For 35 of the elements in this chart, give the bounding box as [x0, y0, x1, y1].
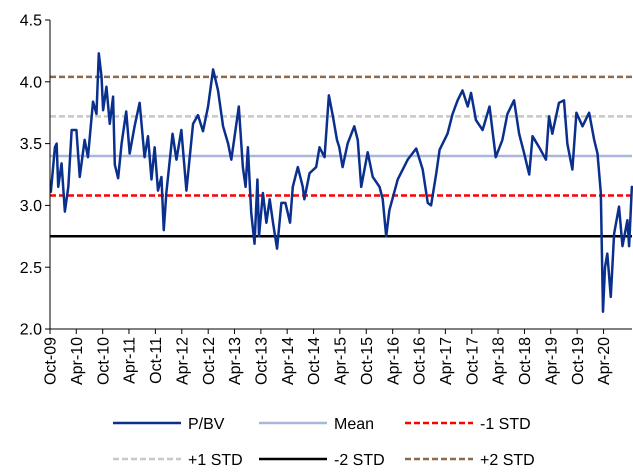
- y-tick-label: 3.0: [20, 198, 42, 215]
- x-tick-label: Apr-15: [332, 336, 350, 386]
- x-tick-label: Oct-15: [358, 336, 376, 386]
- legend-label: Mean: [334, 416, 374, 433]
- legend-label: -2 STD: [334, 452, 385, 469]
- legend-label: +2 STD: [480, 452, 535, 469]
- x-tick-label: Apr-13: [227, 336, 244, 386]
- x-tick-label: Oct-13: [253, 336, 270, 386]
- x-tick-label: Apr-17: [438, 336, 455, 386]
- x-tick-label: Oct-16: [412, 336, 429, 386]
- x-tick-label: Oct-17: [464, 336, 482, 386]
- x-tick-label: Apr-14: [280, 336, 297, 386]
- y-tick-label: 3.5: [20, 136, 42, 154]
- legend-label: +1 STD: [188, 452, 243, 469]
- x-tick-label: Apr-20: [596, 336, 614, 386]
- x-tick-label: Apr-18: [490, 336, 508, 386]
- y-tick-label: 4.5: [20, 12, 42, 30]
- legend-label: P/BV: [188, 416, 225, 433]
- x-tick-label: Oct-12: [200, 336, 218, 386]
- x-tick-label: Oct-10: [95, 336, 112, 386]
- x-tick-label: Apr-12: [174, 336, 192, 386]
- x-tick-label: Apr-19: [543, 336, 560, 386]
- x-tick-label: Apr-11: [122, 336, 139, 384]
- x-tick-label: Oct-14: [306, 336, 324, 386]
- x-tick-label: Oct-09: [42, 336, 60, 386]
- x-tick-label: Oct-11: [148, 336, 165, 384]
- legend-label: -1 STD: [480, 416, 531, 433]
- x-tick-label: Oct-19: [570, 336, 587, 386]
- x-tick-label: Apr-16: [385, 336, 402, 386]
- line-series: [50, 52, 633, 313]
- y-tick-label: 2.5: [20, 260, 42, 277]
- x-tick-label: Oct-18: [517, 336, 534, 386]
- x-tick-label: Apr-10: [68, 336, 86, 386]
- y-tick-label: 2.0: [20, 322, 42, 339]
- y-tick-label: 4.0: [20, 74, 42, 92]
